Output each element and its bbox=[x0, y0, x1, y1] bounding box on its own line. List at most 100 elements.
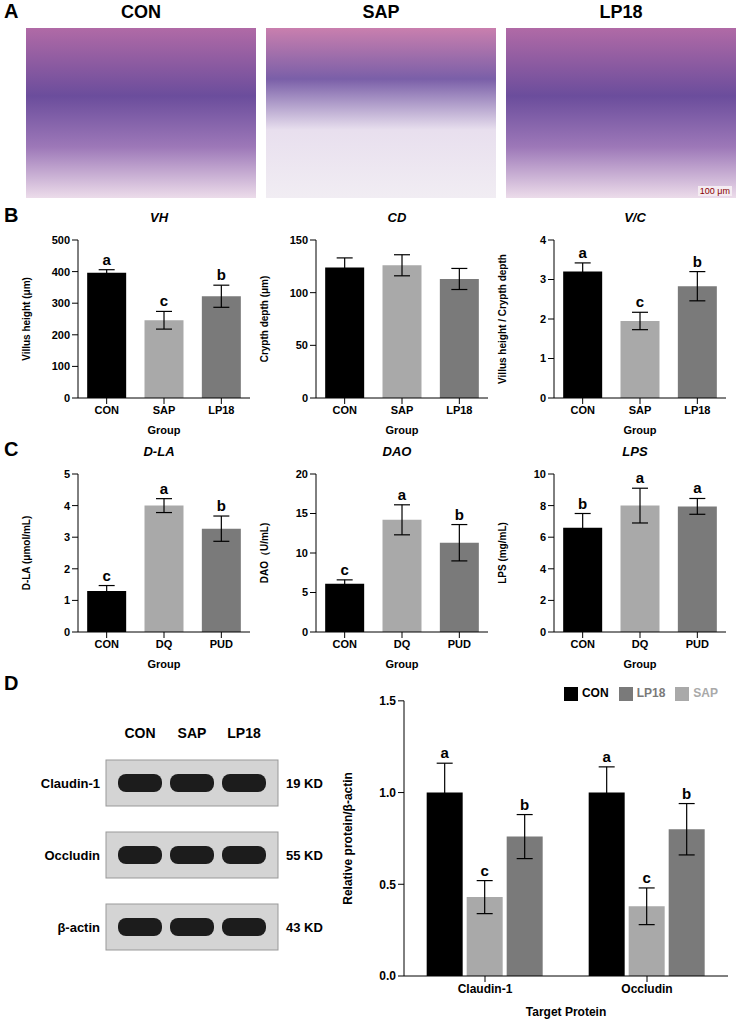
svg-text:Group: Group bbox=[148, 658, 181, 670]
svg-text:PUD: PUD bbox=[448, 638, 471, 650]
svg-text:Group: Group bbox=[386, 424, 419, 436]
svg-text:SAP: SAP bbox=[629, 404, 652, 416]
svg-text:Claudin-1: Claudin-1 bbox=[41, 776, 100, 791]
svg-text:Occludin: Occludin bbox=[44, 848, 100, 863]
svg-text:Group: Group bbox=[624, 424, 657, 436]
svg-text:0: 0 bbox=[64, 392, 70, 404]
svg-text:DQ: DQ bbox=[632, 638, 649, 650]
svg-text:b: b bbox=[520, 796, 529, 813]
svg-text:PUD: PUD bbox=[210, 638, 233, 650]
svg-text:a: a bbox=[398, 486, 407, 503]
svg-text:4: 4 bbox=[64, 500, 71, 512]
svg-text:100: 100 bbox=[290, 287, 308, 299]
svg-text:DQ: DQ bbox=[156, 638, 173, 650]
svg-text:15: 15 bbox=[296, 507, 308, 519]
svg-text:c: c bbox=[103, 567, 111, 584]
svg-text:c: c bbox=[636, 293, 644, 310]
svg-text:CON: CON bbox=[332, 638, 357, 650]
svg-text:5: 5 bbox=[302, 586, 308, 598]
svg-text:3: 3 bbox=[540, 273, 546, 285]
svg-text:0: 0 bbox=[64, 626, 70, 638]
svg-text:SAP: SAP bbox=[178, 725, 207, 741]
svg-text:CON: CON bbox=[570, 638, 595, 650]
svg-text:CON: CON bbox=[94, 404, 119, 416]
svg-text:300: 300 bbox=[52, 297, 70, 309]
svg-text:CON: CON bbox=[570, 404, 595, 416]
svg-text:LPS (mg/mL): LPS (mg/mL) bbox=[497, 522, 508, 584]
svg-text:Group: Group bbox=[148, 424, 181, 436]
svg-text:c: c bbox=[643, 869, 651, 886]
svg-text:10: 10 bbox=[534, 468, 546, 480]
svg-text:8: 8 bbox=[540, 500, 546, 512]
svg-text:0.5: 0.5 bbox=[379, 878, 396, 892]
svg-text:500: 500 bbox=[52, 234, 70, 246]
svg-text:LP18: LP18 bbox=[227, 725, 261, 741]
svg-text:0: 0 bbox=[540, 392, 546, 404]
svg-text:1: 1 bbox=[540, 352, 546, 364]
svg-text:a: a bbox=[579, 244, 588, 261]
svg-text:b: b bbox=[217, 266, 226, 283]
svg-text:0: 0 bbox=[540, 626, 546, 638]
svg-text:1.0: 1.0 bbox=[379, 786, 396, 800]
svg-text:10: 10 bbox=[296, 547, 308, 559]
svg-text:Villus height (μm): Villus height (μm) bbox=[21, 277, 32, 361]
svg-text:400: 400 bbox=[52, 266, 70, 278]
svg-text:β-actin: β-actin bbox=[57, 920, 100, 935]
svg-text:Target Protein: Target Protein bbox=[526, 1005, 606, 1019]
svg-text:43 KD: 43 KD bbox=[286, 920, 323, 935]
svg-text:LP18: LP18 bbox=[208, 404, 234, 416]
svg-text:b: b bbox=[693, 253, 702, 270]
svg-text:Crypth depth (μm): Crypth depth (μm) bbox=[259, 276, 270, 363]
svg-text:LP18: LP18 bbox=[446, 404, 472, 416]
svg-text:a: a bbox=[693, 479, 702, 496]
svg-text:CON: CON bbox=[124, 725, 155, 741]
svg-text:3: 3 bbox=[64, 531, 70, 543]
svg-text:CON: CON bbox=[332, 404, 357, 416]
svg-text:Villus height / Crypth depth: Villus height / Crypth depth bbox=[497, 254, 508, 384]
svg-text:4: 4 bbox=[540, 234, 547, 246]
svg-text:c: c bbox=[481, 862, 489, 879]
svg-text:DQ: DQ bbox=[394, 638, 411, 650]
svg-text:100: 100 bbox=[52, 360, 70, 372]
svg-text:20: 20 bbox=[296, 468, 308, 480]
svg-text:c: c bbox=[341, 561, 349, 578]
svg-text:55 KD: 55 KD bbox=[286, 848, 323, 863]
svg-text:200: 200 bbox=[52, 329, 70, 341]
svg-text:0: 0 bbox=[302, 392, 308, 404]
svg-text:SAP: SAP bbox=[391, 404, 414, 416]
svg-text:Claudin-1: Claudin-1 bbox=[458, 982, 513, 996]
svg-text:b: b bbox=[578, 495, 587, 512]
svg-text:Group: Group bbox=[386, 658, 419, 670]
svg-text:a: a bbox=[603, 748, 612, 765]
svg-text:PUD: PUD bbox=[686, 638, 709, 650]
svg-text:1.5: 1.5 bbox=[379, 694, 396, 708]
svg-text:CON: CON bbox=[94, 638, 119, 650]
svg-text:LP18: LP18 bbox=[684, 404, 710, 416]
svg-text:Occludin: Occludin bbox=[621, 982, 672, 996]
svg-text:a: a bbox=[636, 469, 645, 486]
svg-text:D-LA (μmol/mL): D-LA (μmol/mL) bbox=[21, 516, 32, 591]
svg-text:a: a bbox=[441, 744, 450, 761]
svg-text:b: b bbox=[455, 506, 464, 523]
svg-text:c: c bbox=[160, 292, 168, 309]
svg-text:Relative protein/β-actin: Relative protein/β-actin bbox=[341, 772, 355, 905]
svg-text:5: 5 bbox=[64, 468, 70, 480]
svg-text:50: 50 bbox=[296, 339, 308, 351]
svg-text:2: 2 bbox=[540, 313, 546, 325]
svg-text:0.0: 0.0 bbox=[379, 969, 396, 983]
svg-text:1: 1 bbox=[64, 594, 70, 606]
svg-text:150: 150 bbox=[290, 234, 308, 246]
svg-text:b: b bbox=[682, 785, 691, 802]
svg-text:19 KD: 19 KD bbox=[286, 776, 323, 791]
svg-text:4: 4 bbox=[540, 563, 547, 575]
svg-text:b: b bbox=[217, 497, 226, 514]
svg-text:2: 2 bbox=[540, 594, 546, 606]
svg-text:DAO（U/mL): DAO（U/mL) bbox=[259, 523, 270, 584]
svg-text:0: 0 bbox=[302, 626, 308, 638]
svg-text:SAP: SAP bbox=[153, 404, 176, 416]
svg-text:Group: Group bbox=[624, 658, 657, 670]
svg-text:2: 2 bbox=[64, 563, 70, 575]
svg-text:a: a bbox=[103, 251, 112, 268]
svg-text:6: 6 bbox=[540, 531, 546, 543]
svg-text:a: a bbox=[160, 480, 169, 497]
